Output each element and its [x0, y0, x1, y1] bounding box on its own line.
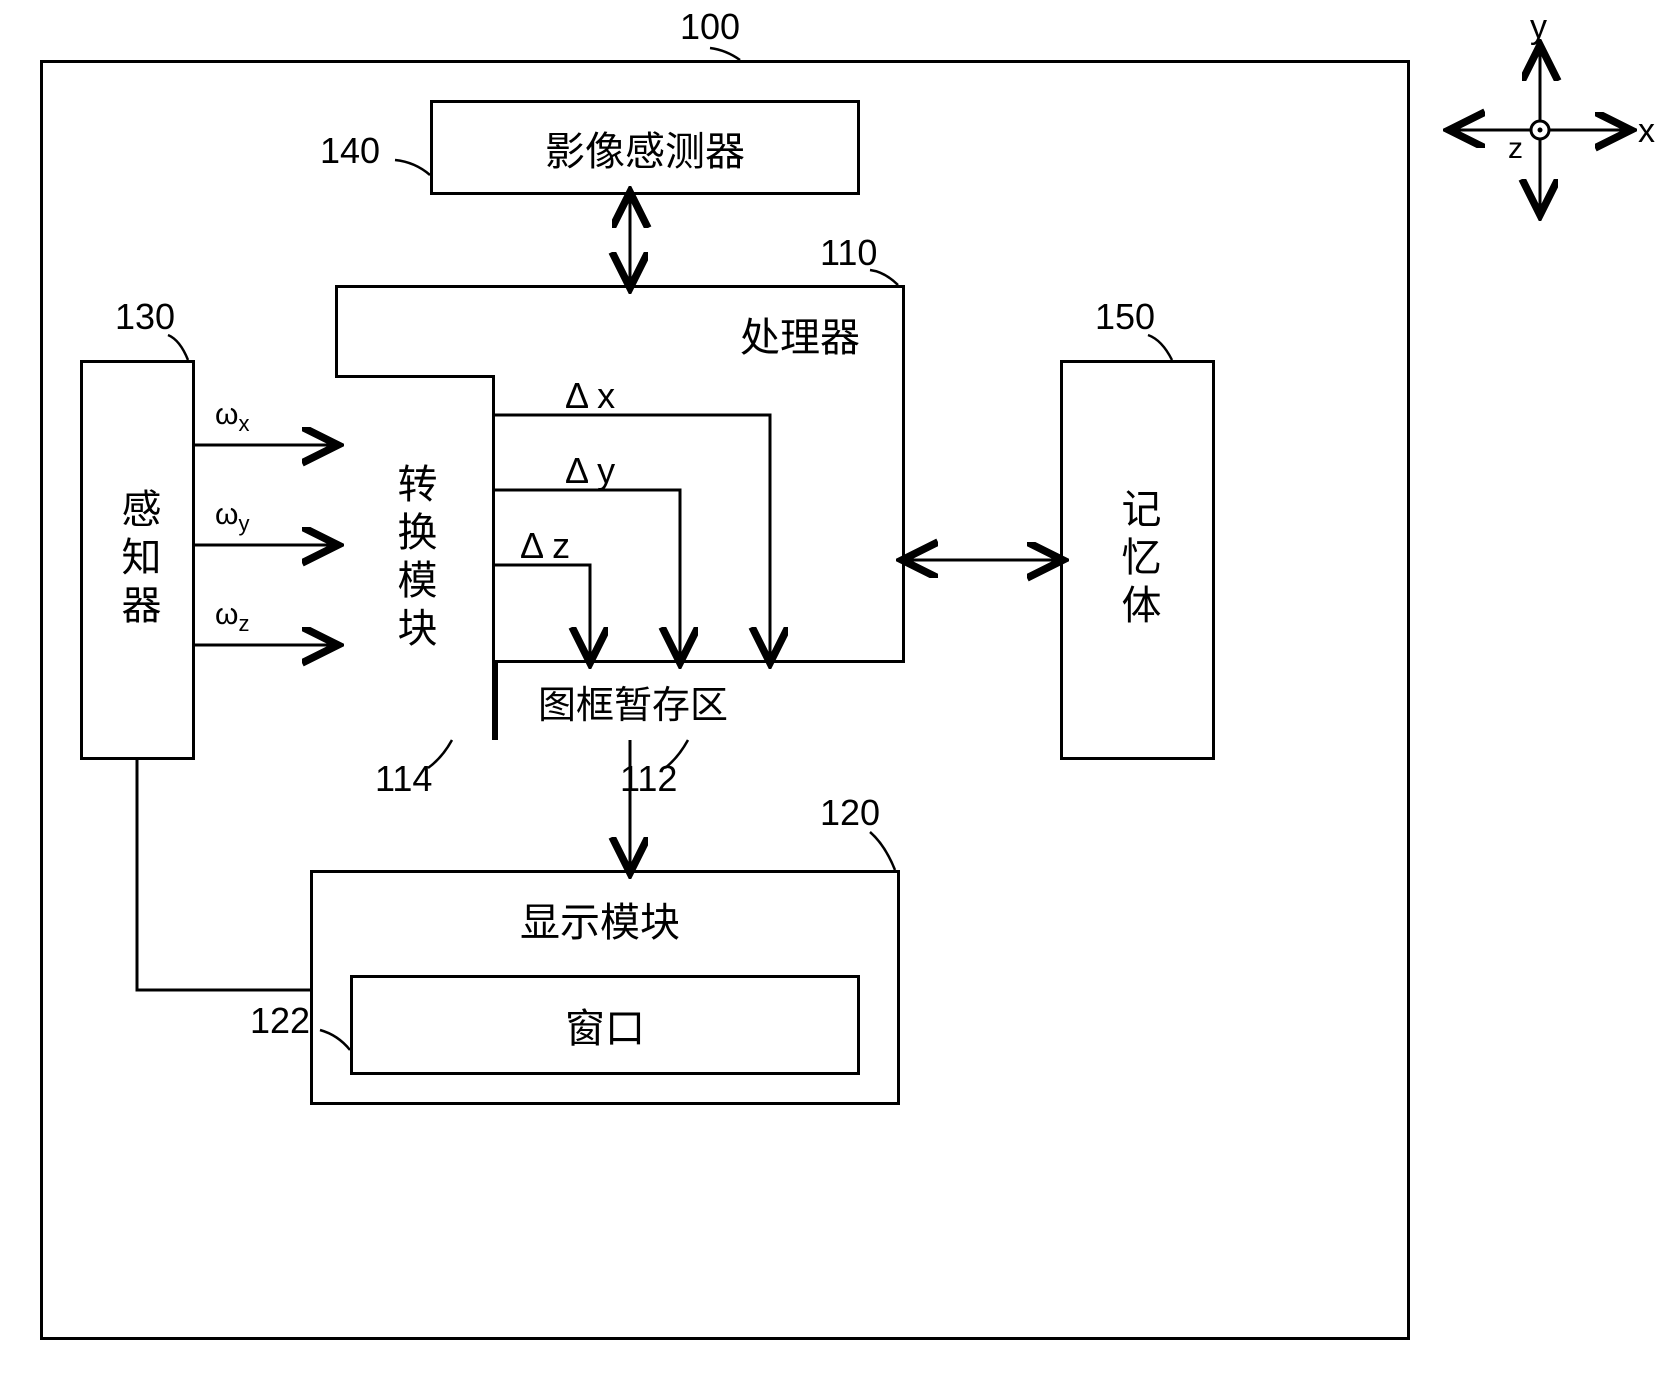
axis-icon: [1452, 48, 1628, 212]
label-omega-x: ωx: [215, 398, 249, 437]
label-delta-y: Δ y: [565, 450, 615, 492]
ref-110: 110: [820, 232, 877, 274]
block-conversion-module: 转换模块: [335, 375, 495, 740]
ref-112: 112: [620, 758, 677, 800]
label-delta-x: Δ x: [565, 375, 615, 417]
ref-120: 120: [820, 792, 880, 834]
ref-100: 100: [680, 6, 740, 48]
axis-y-label: y: [1530, 8, 1547, 47]
ref-150: 150: [1095, 296, 1155, 338]
block-framebuf-label: 图框暂存区: [538, 674, 728, 729]
block-memory-label: 记忆体: [1109, 488, 1167, 632]
axis-x-label: x: [1638, 112, 1655, 151]
block-window: 窗口: [350, 975, 860, 1075]
block-conv-label: 转换模块: [385, 463, 443, 655]
block-window-label: 窗口: [565, 996, 645, 1054]
block-display-label: 显示模块: [520, 890, 680, 948]
label-omega-z: ωz: [215, 598, 249, 637]
ref-122: 122: [250, 1000, 310, 1042]
block-frame-buffer: 图框暂存区: [495, 660, 905, 740]
block-sensor: 感知器: [80, 360, 195, 760]
ref-114: 114: [375, 758, 432, 800]
block-image-sensor-label: 影像感测器: [545, 119, 745, 177]
diagram-root: 影像感测器 处理器 转换模块 图框暂存区 感知器 记忆体 显示模块 窗口 100…: [0, 0, 1671, 1385]
axis-z-label: z: [1508, 132, 1523, 166]
ref-130: 130: [115, 296, 175, 338]
label-omega-y: ωy: [215, 498, 249, 537]
block-sensor-label: 感知器: [109, 488, 167, 632]
block-memory: 记忆体: [1060, 360, 1215, 760]
label-delta-z: Δ z: [520, 525, 570, 567]
block-processor-label: 处理器: [740, 305, 860, 363]
ref-140: 140: [320, 130, 380, 172]
block-image-sensor: 影像感测器: [430, 100, 860, 195]
